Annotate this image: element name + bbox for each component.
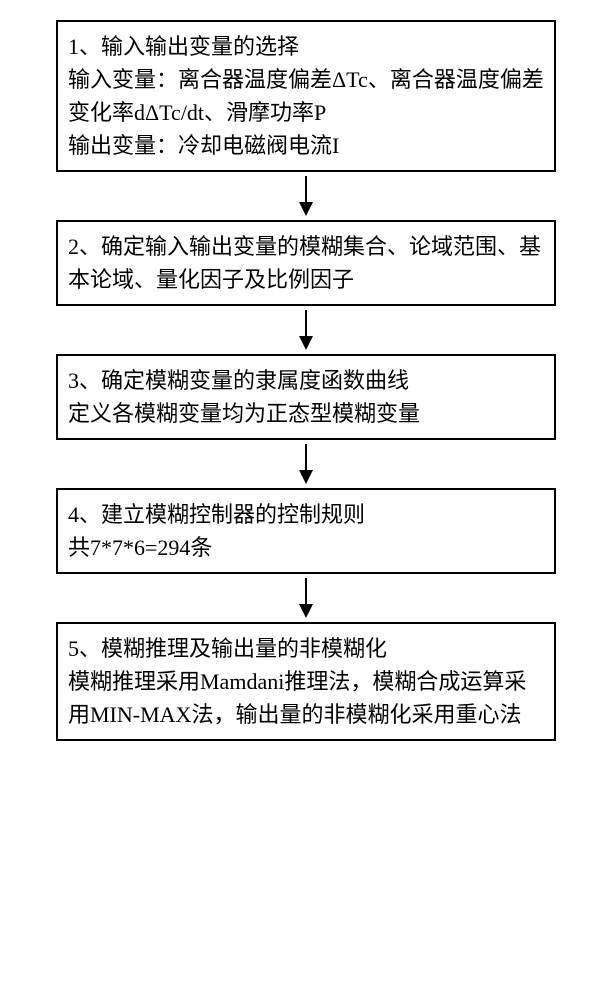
arrow-2: [291, 310, 321, 350]
step3-line1: 3、确定模糊变量的隶属度函数曲线: [68, 364, 544, 397]
flow-step-2: 2、确定输入输出变量的模糊集合、论域范围、基本论域、量化因子及比例因子: [56, 220, 556, 306]
flowchart-container: 1、输入输出变量的选择 输入变量：离合器温度偏差ΔTc、离合器温度偏差变化率dΔ…: [0, 0, 612, 761]
flow-step-4: 4、建立模糊控制器的控制规则 共7*7*6=294条: [56, 488, 556, 574]
step1-line2: 输入变量：离合器温度偏差ΔTc、离合器温度偏差变化率dΔTc/dt、滑摩功率P: [68, 63, 544, 129]
step2-line1: 2、确定输入输出变量的模糊集合、论域范围、基本论域、量化因子及比例因子: [68, 230, 544, 296]
step5-line2: 模糊推理采用Mamdani推理法，模糊合成运算采用MIN-MAX法，输出量的非模…: [68, 665, 544, 731]
step3-line2: 定义各模糊变量均为正态型模糊变量: [68, 397, 544, 430]
arrow-3: [291, 444, 321, 484]
arrow-1: [291, 176, 321, 216]
step4-line1: 4、建立模糊控制器的控制规则: [68, 498, 544, 531]
flow-step-3: 3、确定模糊变量的隶属度函数曲线 定义各模糊变量均为正态型模糊变量: [56, 354, 556, 440]
arrow-4: [291, 578, 321, 618]
step1-line3: 输出变量：冷却电磁阀电流I: [68, 129, 544, 162]
step1-line1: 1、输入输出变量的选择: [68, 30, 544, 63]
step5-line1: 5、模糊推理及输出量的非模糊化: [68, 632, 544, 665]
flow-step-5: 5、模糊推理及输出量的非模糊化 模糊推理采用Mamdani推理法，模糊合成运算采…: [56, 622, 556, 741]
flow-step-1: 1、输入输出变量的选择 输入变量：离合器温度偏差ΔTc、离合器温度偏差变化率dΔ…: [56, 20, 556, 172]
step4-line2: 共7*7*6=294条: [68, 531, 544, 564]
